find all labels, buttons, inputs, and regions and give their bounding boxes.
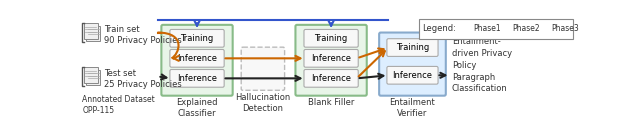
Text: Phase3: Phase3 (551, 24, 579, 33)
Bar (84, 67, 98, 83)
Text: Hallucination
Detection: Hallucination Detection (236, 93, 291, 113)
Text: Inference: Inference (177, 54, 217, 63)
FancyBboxPatch shape (304, 30, 358, 47)
Text: Entailment-
driven Privacy
Policy
Paragraph
Classification: Entailment- driven Privacy Policy Paragr… (452, 37, 512, 93)
FancyBboxPatch shape (170, 50, 224, 67)
Text: Entailment
Verifier: Entailment Verifier (390, 98, 435, 118)
FancyBboxPatch shape (241, 47, 285, 90)
Text: Inference: Inference (177, 74, 217, 83)
Text: Train set
90 Privacy Policies: Train set 90 Privacy Policies (104, 25, 182, 45)
Text: Training: Training (314, 34, 348, 43)
FancyBboxPatch shape (379, 32, 446, 96)
Text: Test set
25 Privacy Policies: Test set 25 Privacy Policies (104, 69, 182, 89)
FancyBboxPatch shape (161, 25, 233, 96)
FancyBboxPatch shape (387, 39, 438, 56)
Text: Training: Training (180, 34, 214, 43)
FancyBboxPatch shape (170, 70, 224, 87)
Text: Annotated Dataset
OPP-115: Annotated Dataset OPP-115 (83, 95, 155, 115)
FancyBboxPatch shape (296, 25, 367, 96)
Text: Blank Filler: Blank Filler (308, 98, 355, 107)
Bar (86, 70, 100, 85)
FancyBboxPatch shape (304, 70, 358, 87)
Text: Training: Training (396, 43, 429, 52)
Bar (86, 26, 100, 41)
FancyBboxPatch shape (170, 30, 224, 47)
FancyBboxPatch shape (387, 66, 438, 84)
Text: Inference: Inference (311, 74, 351, 83)
Text: Explained
Classifier: Explained Classifier (176, 98, 218, 118)
Text: Legend:: Legend: (422, 24, 456, 33)
Bar (84, 23, 98, 39)
Text: Inference: Inference (392, 71, 433, 80)
FancyBboxPatch shape (419, 19, 573, 39)
Text: Phase1: Phase1 (474, 24, 501, 33)
Text: Inference: Inference (311, 54, 351, 63)
Text: Phase2: Phase2 (513, 24, 540, 33)
FancyBboxPatch shape (304, 50, 358, 67)
